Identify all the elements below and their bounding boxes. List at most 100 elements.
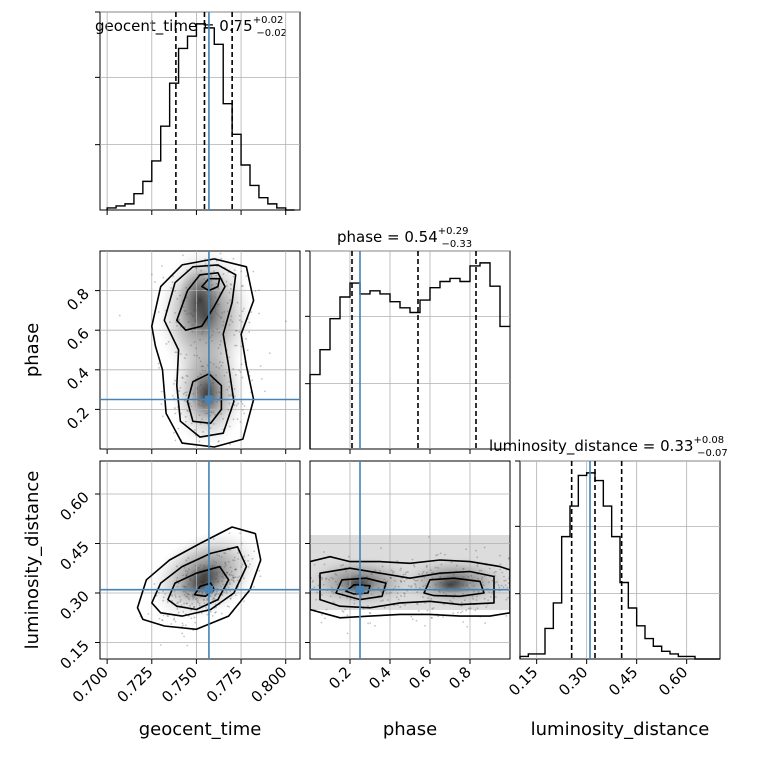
sample-point xyxy=(483,597,486,600)
sample-point xyxy=(189,577,191,580)
sample-point xyxy=(321,613,323,616)
sample-point xyxy=(462,576,465,578)
sample-point xyxy=(462,592,464,595)
contour-line xyxy=(310,555,510,619)
sample-point xyxy=(174,351,177,354)
sample-point xyxy=(224,552,227,555)
sample-point xyxy=(378,658,380,659)
sample-point xyxy=(228,394,230,397)
sample-point xyxy=(214,593,217,596)
sample-point xyxy=(175,579,178,582)
sample-point xyxy=(215,260,218,262)
sample-point xyxy=(204,566,206,569)
sample-point xyxy=(489,596,492,598)
sample-point xyxy=(499,554,502,557)
sample-point xyxy=(214,578,217,581)
sample-point xyxy=(476,556,479,559)
sample-point xyxy=(179,386,182,389)
sample-point xyxy=(213,423,215,425)
sample-point xyxy=(178,390,181,393)
sample-point xyxy=(212,363,215,366)
sample-point xyxy=(153,583,156,585)
sample-point xyxy=(397,585,400,588)
sample-point xyxy=(220,352,222,355)
sample-point xyxy=(382,585,385,588)
sample-point xyxy=(404,573,407,576)
sample-point xyxy=(497,584,500,586)
sample-point xyxy=(190,313,193,316)
sample-point xyxy=(182,590,185,593)
sample-point xyxy=(508,557,510,560)
sample-point xyxy=(347,555,350,558)
sample-point xyxy=(206,597,209,600)
sample-point xyxy=(218,292,221,294)
sample-point xyxy=(215,578,217,580)
sample-point xyxy=(158,617,161,620)
sample-point xyxy=(415,602,418,605)
sample-point xyxy=(203,317,206,320)
sample-point xyxy=(225,285,228,287)
sample-point xyxy=(206,388,209,391)
sample-point xyxy=(503,575,505,578)
sample-point xyxy=(199,586,202,589)
sample-point xyxy=(438,590,440,593)
sample-point xyxy=(243,555,246,558)
sample-point xyxy=(205,294,208,297)
sample-point xyxy=(216,265,219,268)
sample-point xyxy=(194,621,197,624)
sample-point xyxy=(445,580,447,582)
sample-point xyxy=(223,552,226,555)
sample-point xyxy=(259,575,262,578)
sample-point xyxy=(484,622,487,625)
sample-point xyxy=(182,574,184,577)
sample-point xyxy=(203,278,205,280)
sample-point xyxy=(231,576,234,579)
sample-point xyxy=(236,579,239,582)
sample-point xyxy=(214,296,216,299)
sample-point xyxy=(174,379,176,382)
sample-point xyxy=(220,257,223,260)
sample-point xyxy=(397,598,400,601)
sample-point xyxy=(229,597,232,600)
sample-point xyxy=(323,551,325,553)
sample-point xyxy=(487,599,490,602)
sample-point xyxy=(190,405,193,408)
sample-point xyxy=(230,288,232,290)
sample-point xyxy=(465,609,468,612)
sample-point xyxy=(390,591,392,594)
sample-point xyxy=(241,376,244,379)
sample-point xyxy=(187,312,190,315)
sample-point xyxy=(229,590,232,593)
sample-point xyxy=(158,366,161,369)
sample-point xyxy=(341,584,344,587)
sample-point xyxy=(165,343,168,345)
sample-point xyxy=(161,619,163,621)
sample-point xyxy=(150,273,153,276)
sample-point xyxy=(228,402,231,405)
sample-point xyxy=(184,586,187,589)
sample-point xyxy=(230,315,233,318)
sample-point xyxy=(240,270,243,273)
sample-point xyxy=(220,585,222,588)
sample-point xyxy=(500,584,503,587)
sample-point xyxy=(332,601,335,604)
sample-point xyxy=(424,584,427,587)
sample-point xyxy=(171,394,174,397)
sample-point xyxy=(204,263,207,265)
panel-h0 xyxy=(95,11,301,215)
sample-point xyxy=(450,600,453,603)
sample-point xyxy=(223,311,226,313)
sample-point xyxy=(199,422,202,425)
sample-point xyxy=(223,565,226,568)
sample-point xyxy=(190,617,193,620)
sample-point xyxy=(268,352,271,355)
sample-point xyxy=(203,564,205,567)
density-luminosity-distance-vs-phase xyxy=(310,535,510,610)
sample-point xyxy=(196,579,199,582)
sample-point xyxy=(241,563,244,566)
sample-point xyxy=(238,319,241,322)
sample-point xyxy=(194,576,197,579)
sample-point xyxy=(482,584,485,586)
contour-line xyxy=(151,545,248,617)
sample-point xyxy=(469,582,472,584)
